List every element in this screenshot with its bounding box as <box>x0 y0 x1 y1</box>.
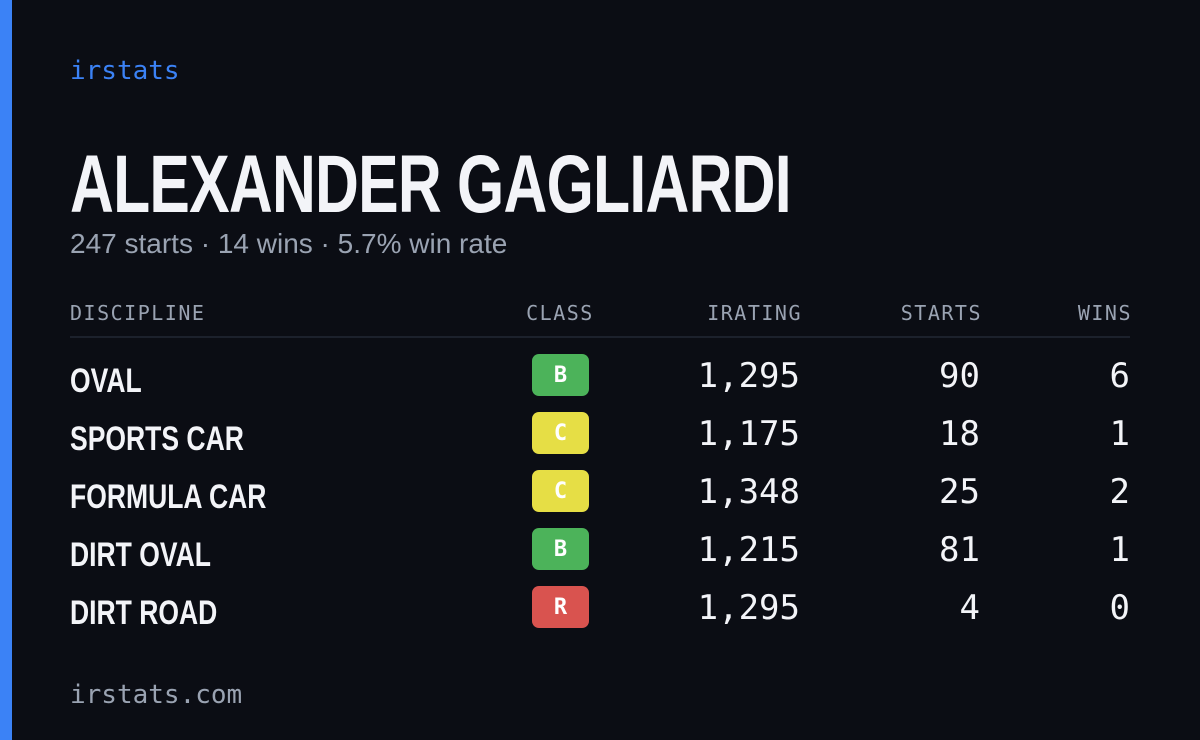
starts: 81 <box>939 530 980 570</box>
starts: 25 <box>939 472 980 512</box>
header: WINS <box>1077 301 1132 325</box>
starts: 90 <box>939 356 980 396</box>
irating: 1,348 <box>697 472 800 512</box>
irating: 1,215 <box>697 530 800 570</box>
wins: 6 <box>1109 356 1130 396</box>
discipline: DIRT OVAL <box>70 536 211 574</box>
header: CLASS <box>526 301 594 325</box>
wins: 0 <box>1109 588 1130 628</box>
discipline: FORMULA CAR <box>70 478 267 516</box>
header: STARTS <box>900 301 982 325</box>
footer: irstats.com <box>70 680 243 710</box>
brand: irstats <box>70 56 180 86</box>
header-rule <box>70 336 1130 338</box>
discipline: OVAL <box>70 362 142 400</box>
wins: 2 <box>1109 472 1130 512</box>
irating: 1,295 <box>697 588 800 628</box>
header: IRATING <box>707 301 802 325</box>
class-badge: B <box>532 528 589 570</box>
class-badge: B <box>532 354 589 396</box>
irating: 1,295 <box>697 356 800 396</box>
summary: 247 starts · 14 wins · 5.7% win rate <box>70 228 508 259</box>
wins: 1 <box>1109 530 1130 570</box>
class-badge: R <box>532 586 589 628</box>
starts: 4 <box>959 588 980 628</box>
header: DISCIPLINE <box>70 301 206 325</box>
driver-name: ALEXANDER GAGLIARDI <box>70 139 792 230</box>
irating: 1,175 <box>697 414 800 454</box>
class-badge: C <box>532 470 589 512</box>
discipline: DIRT ROAD <box>70 594 218 632</box>
discipline: SPORTS CAR <box>70 420 244 458</box>
accent-stripe <box>0 0 12 740</box>
starts: 18 <box>939 414 980 454</box>
class-badge: C <box>532 412 589 454</box>
wins: 1 <box>1109 414 1130 454</box>
